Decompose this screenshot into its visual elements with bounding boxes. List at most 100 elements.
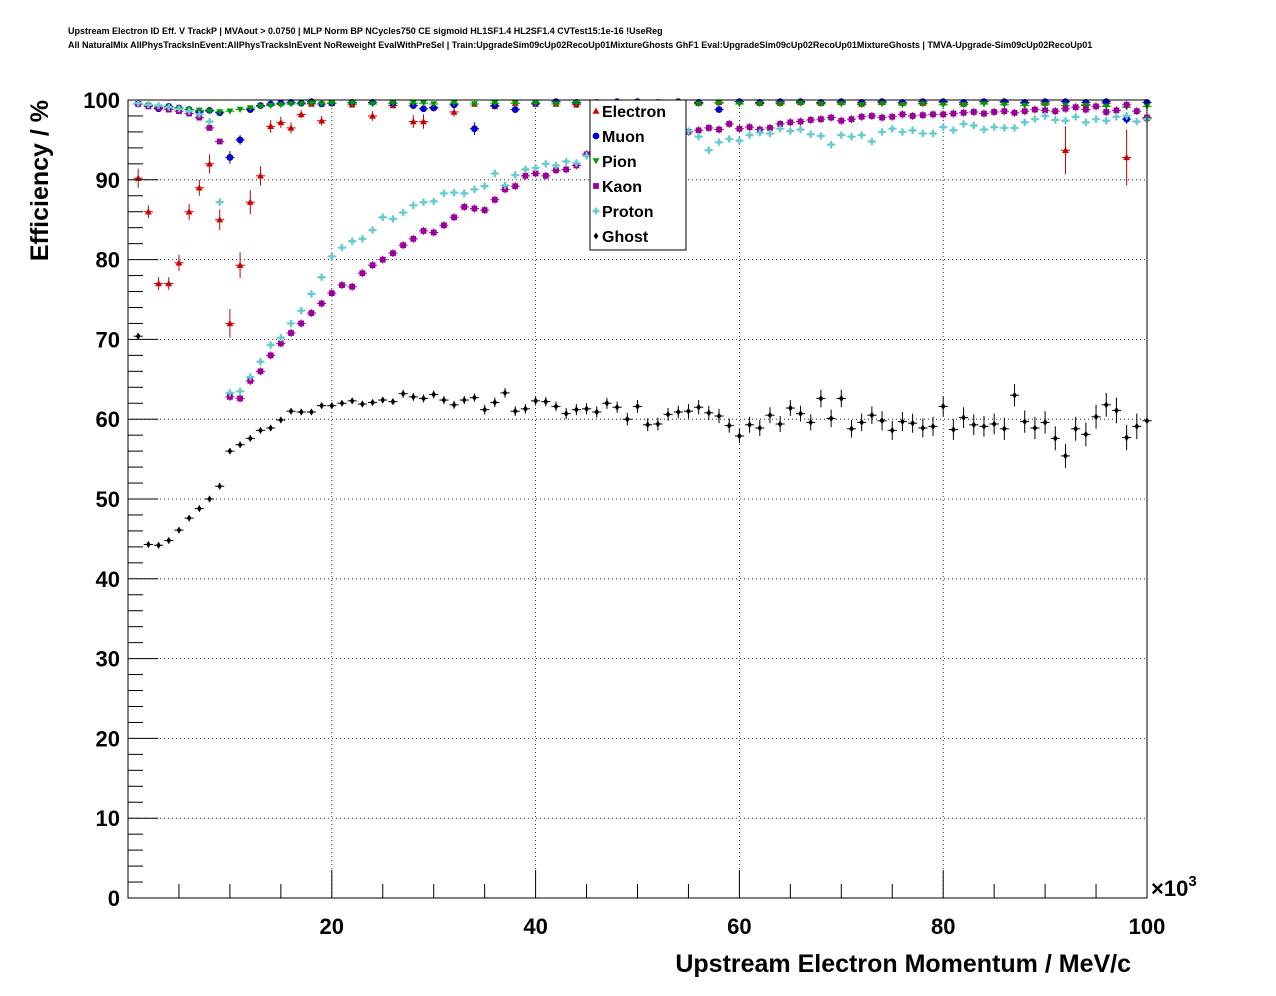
proton-point [175,105,183,113]
kaon-point [909,113,916,119]
kaon-point [787,119,794,126]
proton-point [460,189,468,197]
kaon-point [451,214,457,221]
proton-point [776,125,784,133]
ghost-point [675,408,681,416]
ghost-point [339,399,345,407]
ghost-point [176,526,182,534]
ghost-point [196,505,202,512]
kaon-point [868,113,875,119]
ghost-point [900,418,905,425]
proton-point [1082,118,1090,126]
electron-point [420,118,427,125]
pion-point [1102,103,1110,110]
muon-point [715,106,723,113]
electron-point [409,118,417,125]
kaon-point [940,111,947,118]
ghost-point [706,409,712,417]
ghost-point [278,416,284,424]
pion-point [328,100,336,107]
x-axis-multiplier: ×103 [1151,873,1197,901]
proton-point [970,122,978,129]
ghost-point [329,402,335,410]
proton-point [827,141,835,149]
kaon-point [553,167,559,174]
kaon-point [532,170,539,177]
proton-point [165,103,173,111]
legend-label-proton: Proton [602,204,654,221]
ghost-point [573,406,579,414]
kaon-point [746,124,753,131]
proton-point [572,159,580,167]
proton-point [949,126,957,134]
x-tick-label-1: 40 [523,914,547,939]
electron-point [195,184,203,191]
proton-point [715,138,723,146]
kaon-point [257,368,264,375]
ghost-point [777,420,783,428]
chart-title-line-2: All NaturalMix AllPhysTracksInEvent:AllP… [68,40,1093,50]
pion-point [776,101,784,108]
ghost-point [146,541,151,548]
ghost-point [431,391,437,398]
proton-point [491,170,499,177]
kaon-point [1113,107,1120,114]
pion-point [817,101,825,108]
proton-point [909,126,917,134]
proton-point [899,128,906,136]
proton-point [440,189,448,197]
ghost-point [563,410,569,418]
y-tick-label-4: 40 [96,567,120,592]
chart-title-line-1: Upstream Electron ID Eff. V TrackP | MVA… [68,26,663,36]
kaon-point [919,112,926,119]
proton-point [542,160,550,168]
kaon-point [889,113,896,120]
ghost-point [920,424,926,432]
kaon-point [420,227,427,234]
kaon-point [1052,108,1059,115]
proton-point [756,129,764,137]
ghost-point [869,411,875,419]
ghost-point [492,399,498,406]
pion-point [369,101,376,108]
kaon-point [1032,106,1038,113]
proton-point [766,130,774,137]
kaon-point [777,121,784,127]
pion-point [837,101,845,108]
proton-point [736,137,743,145]
ghost-point [451,401,457,409]
proton-point [837,131,845,139]
ghost-point [390,398,396,406]
ghost-point [207,495,212,503]
ghost-point [940,403,946,410]
ghost-point [1012,391,1017,399]
kaon-point [838,117,845,124]
ghost-point [502,389,508,397]
pion-point [552,101,560,108]
ghost-point [859,418,865,426]
proton-point [501,181,509,189]
proton-point [1123,112,1131,120]
muon-point [420,105,427,113]
legend-marker-muon [592,132,600,140]
kaon-point [267,352,274,359]
proton-point [583,152,590,160]
proton-point [134,99,142,107]
legend-marker-pion [592,158,600,165]
legend-label-muon: Muon [602,129,645,146]
kaon-point [695,127,702,134]
ghost-point [533,397,538,405]
proton-point [358,235,366,243]
proton-point [185,107,193,115]
ghost-point [349,397,355,405]
ghost-point [808,418,814,426]
pion-point [939,102,947,109]
pion-point [899,102,906,109]
electron-point [206,160,213,167]
proton-point [257,358,264,366]
ghost-point [482,406,488,414]
pion-point [216,109,224,116]
pion-point [389,100,397,107]
ghost-point [523,405,528,413]
